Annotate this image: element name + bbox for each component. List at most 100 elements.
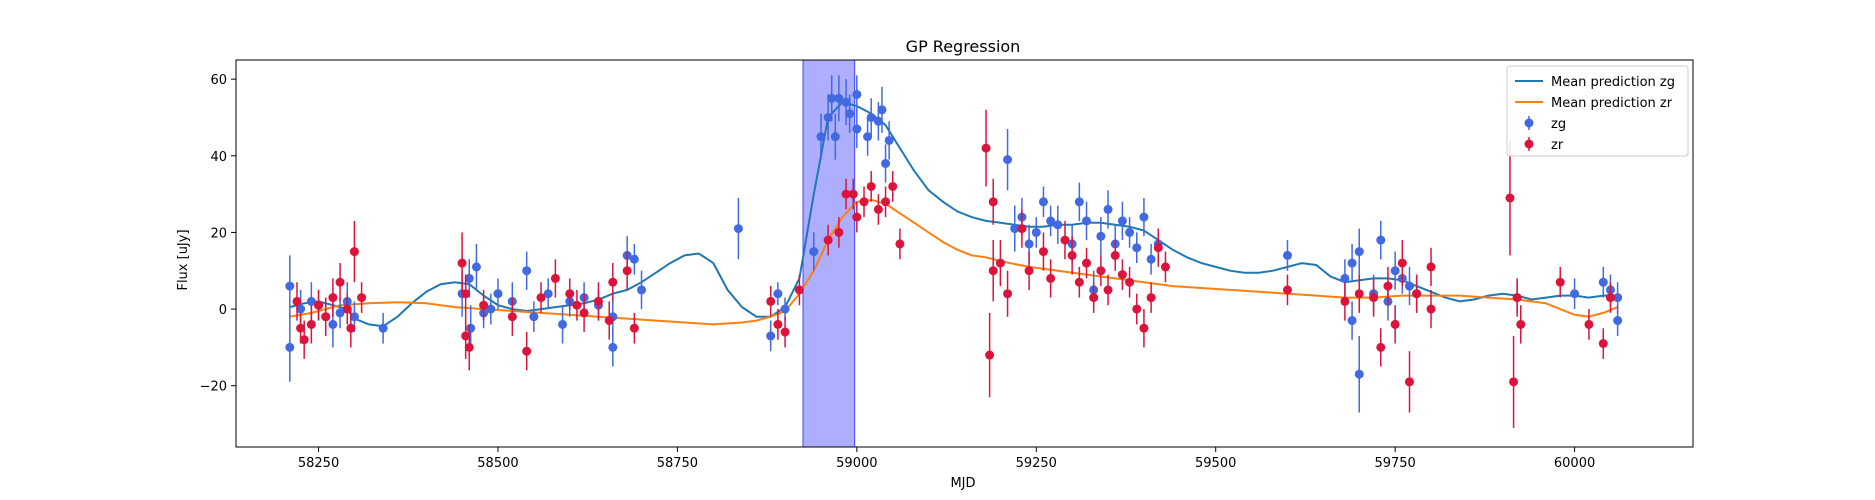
point-zg: [471, 262, 481, 272]
point-zr: [866, 181, 876, 191]
point-zr: [335, 277, 345, 287]
point-zr: [299, 335, 309, 345]
point-zg: [296, 304, 306, 314]
point-zg: [881, 158, 891, 168]
line-mean-prediction-zr: [289, 198, 1618, 326]
point-zg: [827, 93, 837, 103]
point-zr: [1003, 289, 1013, 299]
y-tick-label: 40: [210, 150, 227, 165]
legend-entry: Mean prediction zg: [1551, 75, 1675, 90]
legend-entry: zr: [1551, 138, 1564, 153]
point-zg: [558, 319, 568, 329]
point-zr: [1512, 293, 1522, 303]
point-zg: [834, 93, 844, 103]
point-zg: [629, 254, 639, 264]
y-axis-label: Flux [uJy]: [176, 229, 191, 290]
x-tick-label: 58750: [657, 456, 698, 471]
point-zg: [852, 89, 862, 99]
point-zg: [1613, 316, 1623, 326]
point-zr: [292, 296, 302, 306]
point-zr: [1426, 304, 1436, 314]
point-zr: [1017, 224, 1027, 234]
point-zr: [565, 289, 575, 299]
point-zr: [1096, 266, 1106, 276]
point-zr: [1412, 289, 1422, 299]
point-zr: [328, 293, 338, 303]
point-zr: [1598, 339, 1608, 349]
point-zg: [773, 289, 783, 299]
x-tick-label: 59750: [1374, 456, 1415, 471]
point-zg: [809, 247, 819, 257]
point-zr: [1505, 193, 1515, 203]
point-zr: [848, 189, 858, 199]
point-zr: [895, 239, 905, 249]
point-zr: [1103, 285, 1113, 295]
point-zr: [1089, 293, 1099, 303]
point-zg: [823, 112, 833, 122]
point-zr: [859, 197, 869, 207]
y-tick-label: 20: [210, 226, 227, 241]
point-zg: [335, 308, 345, 318]
point-zr: [461, 289, 471, 299]
point-zr: [1282, 285, 1292, 295]
point-zr: [507, 312, 517, 322]
point-zg: [1282, 250, 1292, 260]
point-zg: [1404, 281, 1414, 291]
point-zg: [1103, 204, 1113, 214]
point-zg: [1117, 216, 1127, 226]
point-zg: [1613, 293, 1623, 303]
point-zg: [1347, 258, 1357, 268]
point-zg: [493, 289, 503, 299]
point-zr: [1132, 304, 1142, 314]
point-zr: [1376, 342, 1386, 352]
point-zg: [1010, 224, 1020, 234]
point-zg: [1024, 239, 1034, 249]
point-zg: [1082, 216, 1092, 226]
point-zr: [608, 277, 618, 287]
point-zg: [845, 109, 855, 119]
legend-marker-swatch: [1524, 118, 1534, 128]
point-zg: [780, 304, 790, 314]
point-zr: [766, 296, 776, 306]
y-axis: −20 0 20 40 60: [200, 73, 236, 395]
point-zr: [823, 235, 833, 245]
point-zr: [794, 285, 804, 295]
point-zr: [1605, 293, 1615, 303]
point-zr: [1404, 377, 1414, 387]
x-tick-label: 59500: [1195, 456, 1236, 471]
point-zg: [486, 304, 496, 314]
point-zr: [349, 247, 359, 257]
point-zg: [766, 331, 776, 341]
point-zr: [1516, 319, 1526, 329]
point-zr: [1153, 243, 1163, 253]
point-zg: [863, 132, 873, 142]
x-tick-label: 60000: [1554, 456, 1595, 471]
point-zr: [1146, 293, 1156, 303]
point-zr: [1139, 323, 1149, 333]
point-zr: [629, 323, 639, 333]
point-zr: [604, 316, 614, 326]
point-zg: [378, 323, 388, 333]
point-zr: [461, 331, 471, 341]
legend-box: [1506, 65, 1689, 157]
point-zg: [1146, 254, 1156, 264]
point-zg: [1031, 227, 1041, 237]
point-zg: [852, 124, 862, 134]
point-zr: [1390, 319, 1400, 329]
point-zr: [593, 296, 603, 306]
point-zr: [457, 258, 467, 268]
chart-title: GP Regression: [906, 37, 1021, 56]
point-zr: [780, 327, 790, 337]
legend-marker-swatch: [1524, 139, 1534, 149]
point-zr: [1354, 289, 1364, 299]
point-zr: [522, 346, 532, 356]
point-zr: [464, 342, 474, 352]
point-zg: [1598, 277, 1608, 287]
point-zg: [841, 97, 851, 107]
x-axis: 58250 58500 58750 59000 59250 59500 59750 60000: [298, 447, 1595, 471]
point-zr: [873, 204, 883, 214]
point-zg: [306, 296, 316, 306]
point-zr: [306, 319, 316, 329]
point-zr: [1509, 377, 1519, 387]
